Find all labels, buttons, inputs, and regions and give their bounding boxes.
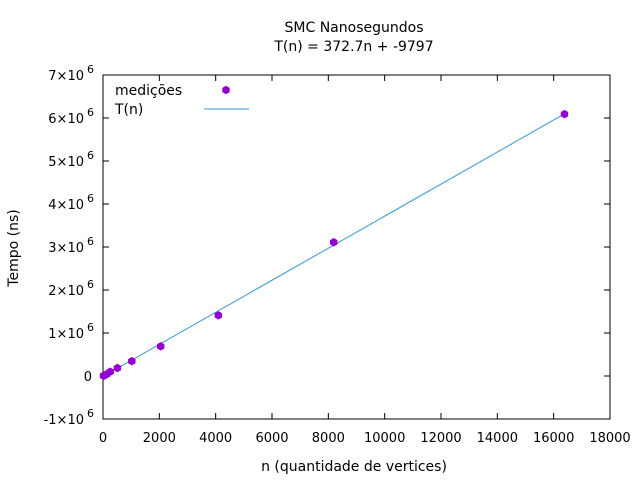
y-tick-label-exponent: 6 — [87, 407, 94, 420]
y-tick-label-base: 1×10 — [48, 327, 84, 342]
y-tick-label: 1×10 6 — [48, 321, 94, 342]
y-tick-label-exponent: 6 — [87, 149, 94, 162]
y-tick-label-exponent: 6 — [87, 235, 94, 248]
legend-label-medicoes: medições — [115, 83, 182, 99]
x-tick-label: 6000 — [255, 431, 288, 446]
x-ticks: 0 2000 4000 6000 8000 10000 12000 14000 16000 180… — [99, 75, 631, 446]
y-axis-label: Tempo (ns) — [6, 209, 22, 287]
y-tick-label: 2×10 6 — [48, 278, 94, 299]
legend-label-fit: T(n) — [114, 102, 143, 118]
x-tick-label: 4000 — [199, 431, 232, 446]
x-tick-label: 2000 — [143, 431, 176, 446]
y-tick-label-exponent: 6 — [87, 321, 94, 334]
chart-subtitle: T(n) = 372.7n + -9797 — [273, 39, 433, 55]
x-tick-label: 14000 — [477, 431, 518, 446]
y-tick-label: 4×10 6 — [48, 192, 94, 213]
legend: medições T(n) — [114, 83, 249, 118]
y-ticks: -1×10 601×10 62×10 63×10 64×10 65×10 66×10 67×1… — [44, 63, 610, 428]
y-tick-label: 6×10 6 — [48, 106, 94, 127]
y-tick-label-exponent: 6 — [87, 278, 94, 291]
x-tick-label: 12000 — [420, 431, 461, 446]
y-tick-label: -1×10 6 — [44, 407, 94, 428]
y-tick-label-base: -1×10 — [44, 413, 84, 428]
data-point — [128, 356, 136, 366]
y-tick-label-base: 4×10 — [48, 198, 84, 213]
y-tick-label-base: 6×10 — [48, 112, 84, 127]
y-tick-label-base: 7×10 — [48, 69, 84, 84]
x-tick-label: 0 — [99, 431, 107, 446]
y-tick-label-base: 5×10 — [48, 155, 84, 170]
chart-title: SMC Nanosegundos — [285, 20, 424, 36]
data-point — [106, 367, 114, 376]
data-point — [156, 342, 165, 351]
y-tick-label-exponent: 6 — [87, 192, 94, 205]
x-axis-label: n (quantidade de vertices) — [261, 459, 447, 475]
data-point — [214, 311, 223, 320]
data-point — [560, 109, 569, 119]
x-tick-label: 16000 — [533, 431, 574, 446]
y-tick-label-exponent: 6 — [87, 106, 94, 119]
x-tick-label: 8000 — [312, 431, 345, 446]
x-tick-label: 10000 — [364, 431, 405, 446]
y-tick-label: 7×10 6 — [48, 63, 94, 84]
legend-marker-medicoes — [222, 85, 230, 95]
data-point — [113, 363, 122, 373]
y-tick-label-exponent: 6 — [87, 63, 94, 76]
y-tick-label: 3×10 6 — [48, 235, 94, 256]
plot-frame — [102, 74, 611, 420]
y-tick-label: 0 — [84, 370, 92, 385]
legend-marker-point — [222, 85, 230, 95]
y-tick-label-base: 3×10 — [48, 241, 84, 256]
x-tick-label: 18000 — [589, 431, 630, 446]
y-tick-label: 5×10 6 — [48, 149, 94, 170]
points-layer — [99, 109, 569, 381]
y-tick-label-base: 2×10 — [48, 284, 84, 299]
data-point — [330, 237, 338, 247]
